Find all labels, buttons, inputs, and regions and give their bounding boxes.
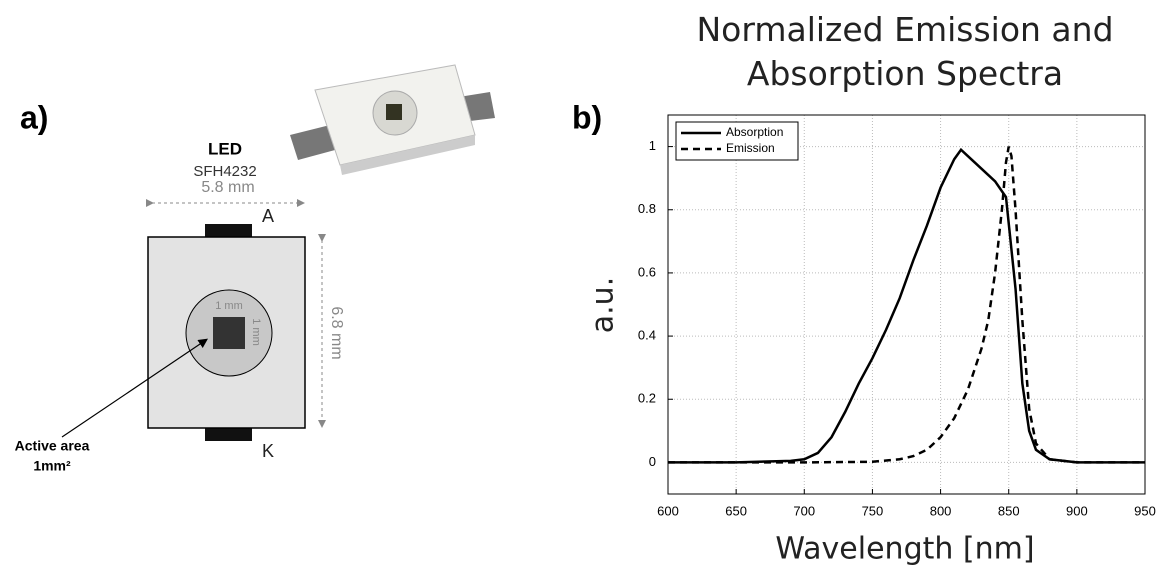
y-tick-label: 0.8: [638, 201, 656, 216]
panel-label: b): [572, 99, 602, 135]
width-label: 5.8 mm: [201, 179, 254, 196]
anode-label: A: [262, 206, 274, 226]
y-tick-label: 0.6: [638, 264, 656, 279]
x-axis-label: Wavelength [nm]: [775, 532, 1034, 567]
x-tick-label: 600: [657, 503, 679, 518]
x-tick-label: 700: [793, 503, 815, 518]
y-axis-label: a.u.: [586, 277, 621, 333]
legend-label: Emission: [726, 141, 775, 155]
x-tick-label: 950: [1134, 503, 1156, 518]
pointer-arrow: [61, 338, 208, 438]
chip-height: 1 mm: [250, 318, 262, 346]
panel-label: a): [20, 99, 48, 135]
line: [668, 146, 1145, 464]
tab: [205, 224, 252, 238]
chip-width: 1 mm: [215, 300, 243, 312]
x-tick-label: 750: [862, 503, 884, 518]
height-label: 6.8 mm: [328, 306, 345, 359]
chart-title: Normalized Emission and Absorption Spect…: [696, 10, 1114, 93]
legend-box: [675, 121, 799, 161]
led-label: LED: [208, 139, 242, 158]
led-model: SFH4232: [193, 163, 256, 180]
y-tick-label: 0.4: [638, 328, 656, 343]
line: [668, 147, 1145, 464]
tab: [205, 427, 252, 441]
chip: [213, 317, 245, 349]
x-tick-label: 900: [1066, 503, 1088, 518]
y-tick-label: 0: [649, 454, 656, 469]
cathode-label: K: [262, 441, 274, 461]
plot-frame: [667, 114, 1146, 495]
active-area-label: 1mm²: [33, 458, 71, 474]
plot-area: [668, 115, 1145, 494]
x-tick-label: 800: [930, 503, 952, 518]
active-area-label: Active area: [15, 438, 90, 454]
y-tick-label: 1: [649, 138, 656, 153]
y-tick-label: 0.2: [638, 391, 656, 406]
legend-label: Absorption: [726, 125, 783, 139]
x-tick-label: 850: [998, 503, 1020, 518]
led-photo: [290, 64, 495, 175]
x-tick-label: 650: [725, 503, 747, 518]
